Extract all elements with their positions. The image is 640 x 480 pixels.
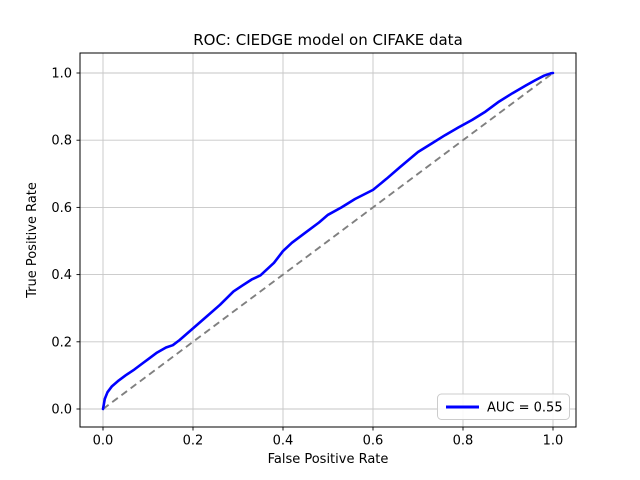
y-tick-labels: 0.0 0.2 0.4 0.6 0.8 1.0 [51, 67, 72, 418]
y-tick-label: 0.4 [51, 268, 72, 283]
y-tick-label: 0.2 [51, 335, 72, 350]
gridlines [80, 53, 576, 427]
y-tick-label: 1.0 [51, 67, 72, 82]
axes-spines [79, 52, 577, 428]
x-axis-label: False Positive Rate [268, 452, 389, 467]
x-tick-label: 0.6 [363, 434, 384, 449]
x-tick-label: 0.8 [453, 434, 474, 449]
axis-ticks [76, 72, 554, 431]
x-tick-label: 0.2 [183, 434, 204, 449]
legend-box [437, 393, 570, 420]
chance-diagonal-line [102, 72, 554, 410]
chart-title: ROC: CIEDGE model on CIFAKE data [193, 31, 463, 49]
x-tick-labels: 0.0 0.2 0.4 0.6 0.8 1.0 [93, 434, 564, 449]
y-axis-label: True Positive Rate [25, 182, 40, 299]
y-tick-label: 0.0 [51, 403, 72, 418]
legend: AUC = 0.55 [437, 393, 570, 420]
x-tick-label: 0.4 [273, 434, 294, 449]
y-tick-label: 0.8 [51, 134, 72, 149]
x-tick-label: 1.0 [543, 434, 564, 449]
legend-label: AUC = 0.55 [487, 401, 563, 416]
x-tick-label: 0.0 [93, 434, 114, 449]
roc-curve-line [101, 71, 555, 411]
y-tick-label: 0.6 [51, 201, 72, 216]
